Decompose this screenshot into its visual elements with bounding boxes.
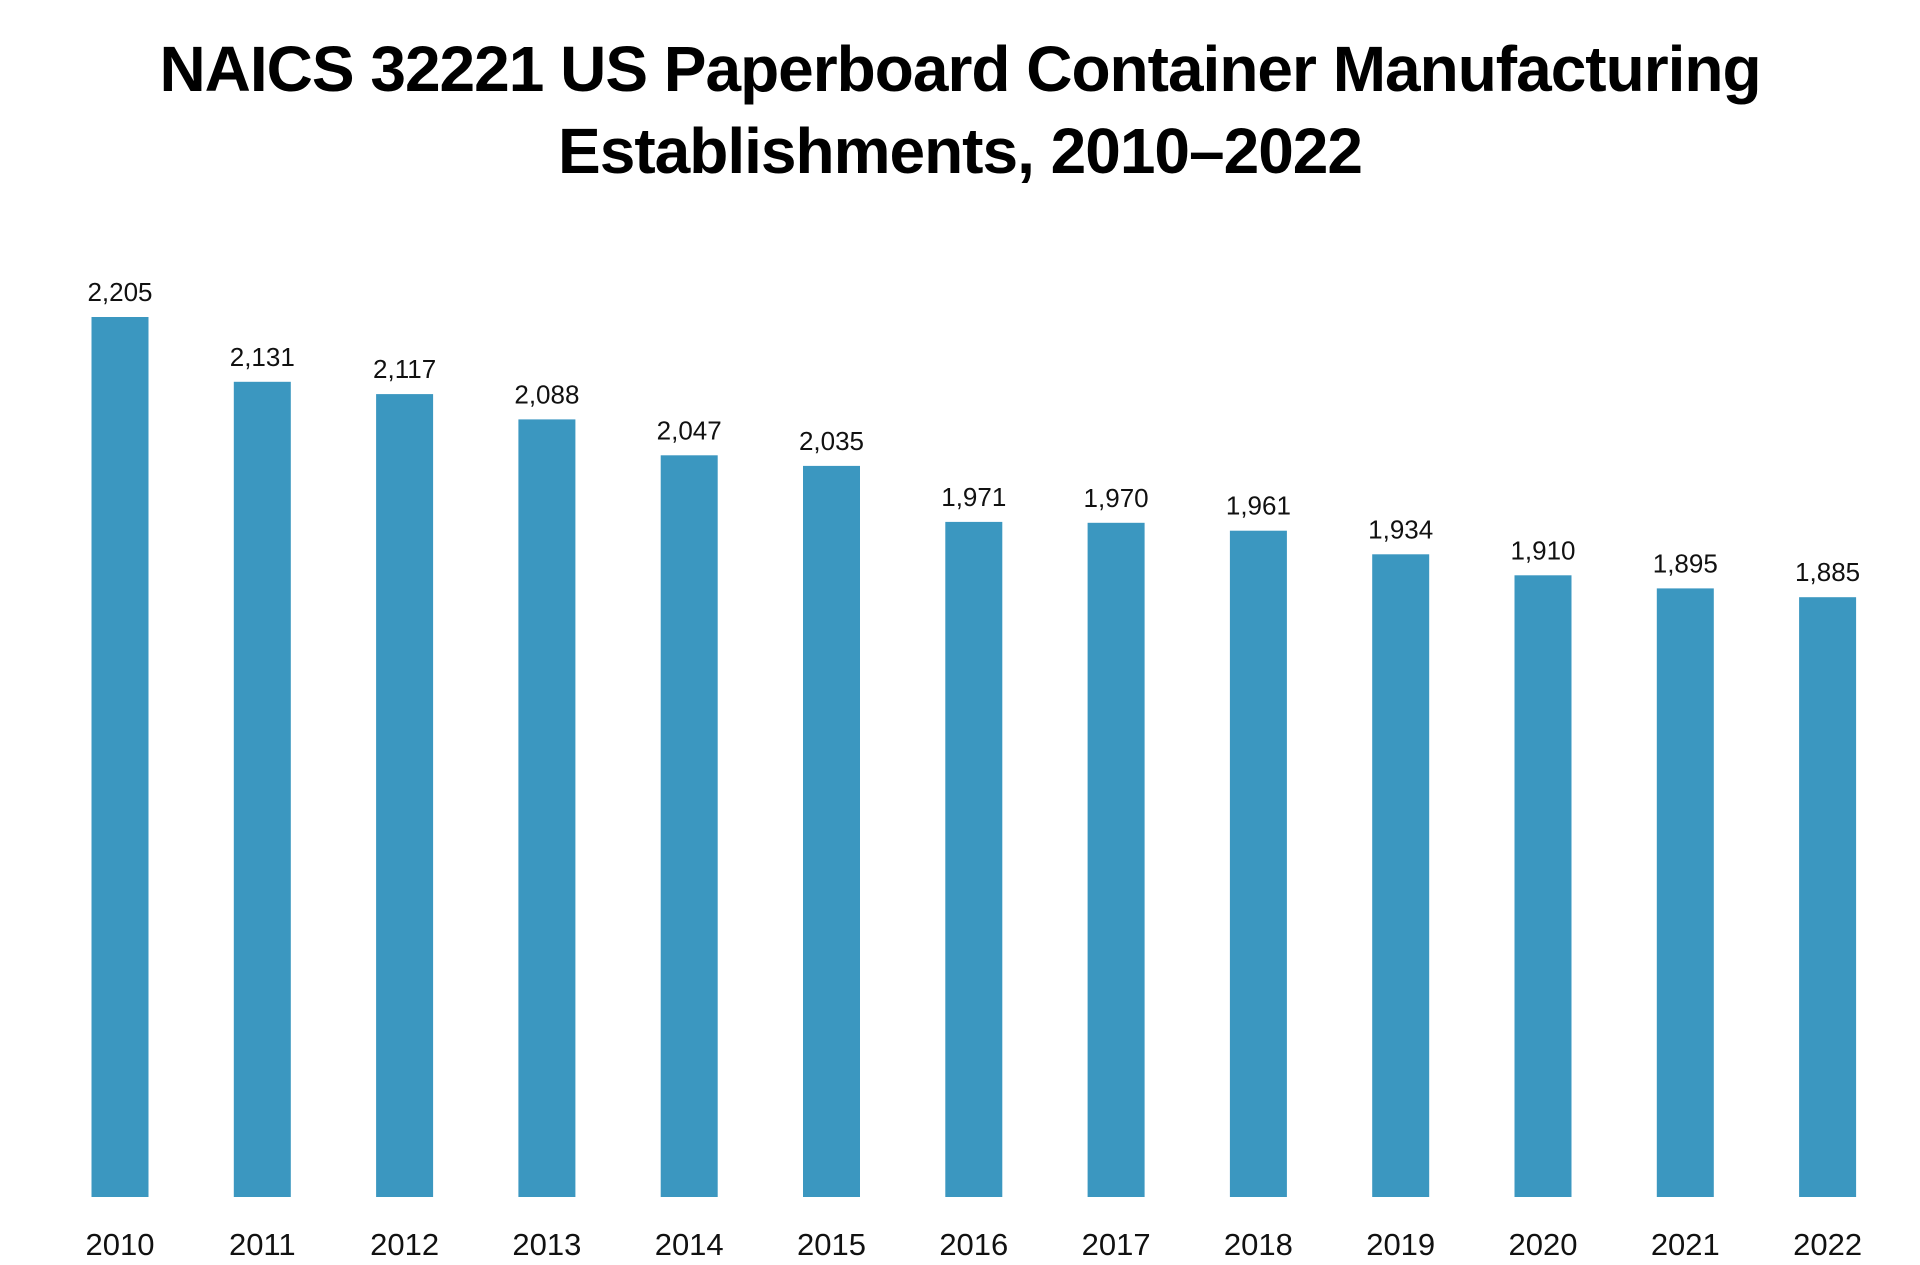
value-label-2019: 1,934 [1368,514,1433,544]
x-tick-label-2010: 2010 [86,1227,155,1262]
x-tick-label-2018: 2018 [1224,1227,1293,1262]
x-tick-label-2011: 2011 [229,1227,296,1262]
bar-2014 [660,455,718,1197]
chart-title-line-2: Establishments, 2010–2022 [558,115,1363,187]
x-tick-label-2012: 2012 [370,1227,439,1262]
value-label-2017: 1,970 [1084,483,1149,513]
bar-2012 [376,394,434,1198]
bar-2016 [945,521,1003,1197]
value-label-2020: 1,910 [1510,535,1575,565]
bar-2020 [1514,575,1572,1197]
bar-2013 [518,419,576,1197]
x-tick-label-2021: 2021 [1651,1227,1720,1262]
value-label-2015: 2,035 [799,426,864,456]
value-label-2012: 2,117 [373,354,436,384]
x-tick-label-2013: 2013 [512,1227,581,1262]
bar-2019 [1372,554,1430,1197]
bar-2011 [233,381,291,1197]
bar-2017 [1087,522,1145,1197]
x-tick-label-2020: 2020 [1509,1227,1578,1262]
bar-2018 [1229,530,1287,1197]
value-label-2018: 1,961 [1226,491,1291,521]
bar-2022 [1799,597,1857,1197]
x-tick-label-2014: 2014 [655,1227,724,1262]
value-label-2021: 1,895 [1653,548,1718,578]
value-label-2016: 1,971 [941,482,1006,512]
value-label-2013: 2,088 [514,379,579,409]
x-tick-label-2019: 2019 [1366,1227,1435,1262]
bar-2010 [91,317,149,1197]
value-label-2010: 2,205 [87,277,152,307]
bar-2015 [803,465,860,1197]
bar-2021 [1656,588,1714,1197]
x-tick-label-2022: 2022 [1793,1227,1862,1262]
value-label-2022: 1,885 [1795,557,1860,587]
value-label-2011: 2,131 [230,342,295,372]
x-tick-label-2016: 2016 [939,1227,1008,1262]
chart-title: NAICS 32221 US Paperboard Container Manu… [0,28,1920,192]
value-label-2014: 2,047 [657,415,722,445]
x-tick-label-2017: 2017 [1082,1227,1151,1262]
x-tick-label-2015: 2015 [797,1227,866,1262]
chart-title-line-1: NAICS 32221 US Paperboard Container Manu… [159,33,1761,105]
